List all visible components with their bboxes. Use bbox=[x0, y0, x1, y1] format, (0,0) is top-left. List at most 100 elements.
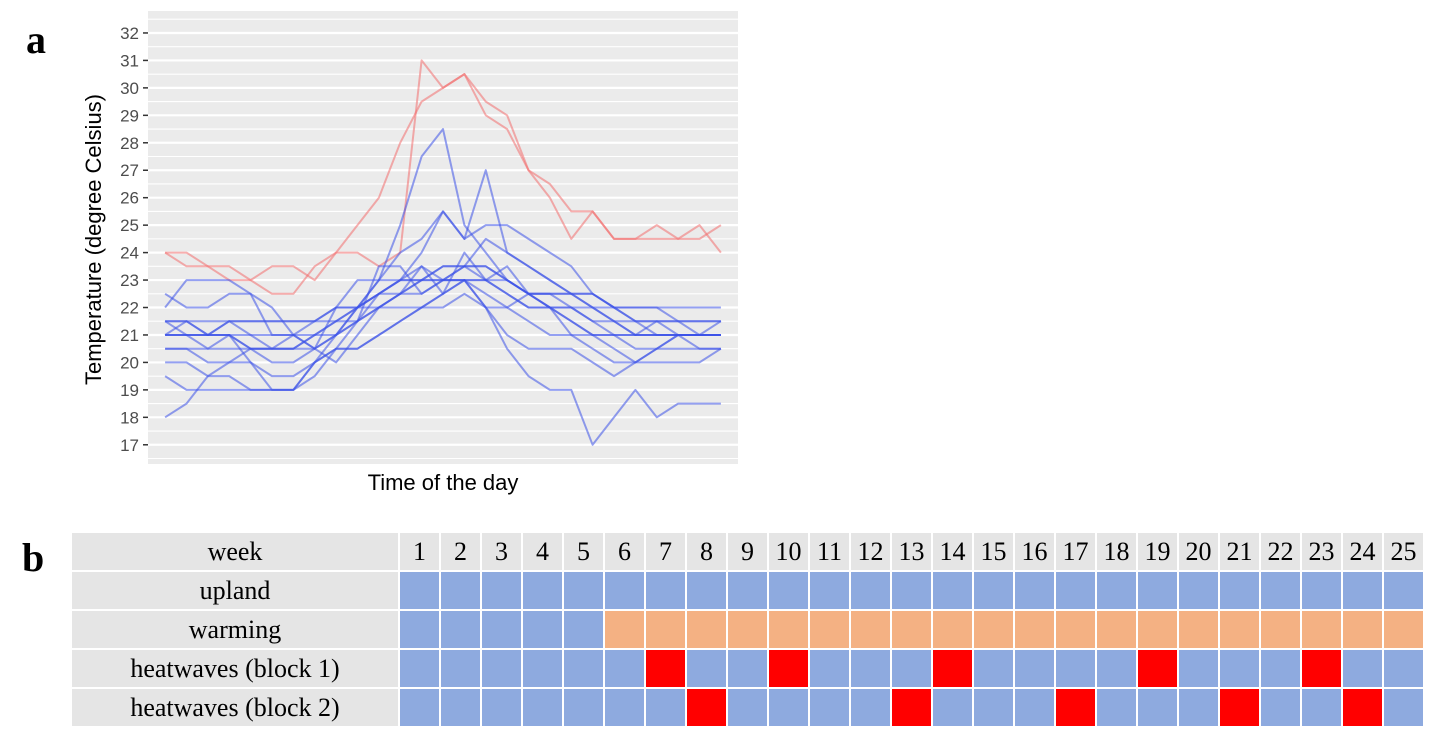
week-number: 16 bbox=[1015, 533, 1054, 570]
experiment-schedule-table: week 1 2 3 4 5 6 7 8 9 10 11 12 13 14 15 16 17 18 19 20 21 22 2… bbox=[70, 531, 1425, 728]
schedule-cell-base bbox=[1138, 689, 1177, 726]
schedule-cell-warming bbox=[1056, 611, 1095, 648]
week-number: 17 bbox=[1056, 533, 1095, 570]
schedule-cell-warming bbox=[1138, 611, 1177, 648]
schedule-cell-base bbox=[482, 650, 521, 687]
schedule-cell-warming bbox=[1220, 611, 1259, 648]
schedule-cell-base bbox=[441, 611, 480, 648]
schedule-cell-heatwave bbox=[646, 650, 685, 687]
schedule-cell-warming bbox=[1343, 611, 1382, 648]
panel-label-b: b bbox=[22, 535, 45, 580]
schedule-cell-base bbox=[892, 650, 931, 687]
week-number: 1 bbox=[400, 533, 439, 570]
schedule-cell-base bbox=[523, 689, 562, 726]
week-number: 13 bbox=[892, 533, 931, 570]
schedule-cell-base bbox=[1179, 572, 1218, 609]
y-tick-label: 32 bbox=[120, 24, 139, 43]
schedule-cell-warming bbox=[1015, 611, 1054, 648]
y-axis-title: Temperature (degree Celsius) bbox=[81, 94, 106, 385]
y-tick-label: 24 bbox=[120, 244, 139, 263]
schedule-cell-base bbox=[974, 650, 1013, 687]
schedule-cell-warming bbox=[974, 611, 1013, 648]
week-number: 23 bbox=[1302, 533, 1341, 570]
schedule-cell-base bbox=[1384, 572, 1423, 609]
schedule-cell-base bbox=[769, 689, 808, 726]
schedule-cell-base bbox=[1384, 650, 1423, 687]
schedule-cell-base bbox=[564, 650, 603, 687]
schedule-cell-base bbox=[441, 572, 480, 609]
schedule-cell-heatwave bbox=[687, 689, 726, 726]
schedule-cell-heatwave bbox=[1056, 689, 1095, 726]
series-line-16 bbox=[164, 279, 721, 419]
schedule-cell-base bbox=[1343, 572, 1382, 609]
week-number: 14 bbox=[933, 533, 972, 570]
schedule-cell-base bbox=[523, 611, 562, 648]
schedule-cell-base bbox=[1261, 572, 1300, 609]
y-tick-label: 17 bbox=[120, 436, 139, 455]
schedule-cell-base bbox=[1097, 689, 1136, 726]
schedule-cell-warming bbox=[605, 611, 644, 648]
week-number: 18 bbox=[1097, 533, 1136, 570]
schedule-cell-base bbox=[605, 689, 644, 726]
week-number: 6 bbox=[605, 533, 644, 570]
series-line-2 bbox=[164, 73, 722, 295]
schedule-cell-base bbox=[851, 689, 890, 726]
schedule-cell-warming bbox=[769, 611, 808, 648]
week-number: 21 bbox=[1220, 533, 1259, 570]
y-tick-label: 30 bbox=[120, 79, 139, 98]
schedule-cell-base bbox=[441, 689, 480, 726]
panel-label-a: a bbox=[26, 17, 46, 62]
x-axis-title: Time of the day bbox=[368, 470, 519, 495]
schedule-cell-warming bbox=[1097, 611, 1136, 648]
y-tick-label: 29 bbox=[120, 106, 139, 125]
schedule-cell-base bbox=[851, 572, 890, 609]
schedule-cell-base bbox=[400, 650, 439, 687]
week-number: 12 bbox=[851, 533, 890, 570]
schedule-cell-base bbox=[400, 689, 439, 726]
schedule-cell-warming bbox=[1302, 611, 1341, 648]
schedule-cell-base bbox=[728, 572, 767, 609]
schedule-cell-base bbox=[892, 572, 931, 609]
schedule-cell-warming bbox=[1384, 611, 1423, 648]
schedule-cell-warming bbox=[1261, 611, 1300, 648]
schedule-cell-base bbox=[1384, 689, 1423, 726]
schedule-cell-heatwave bbox=[1302, 650, 1341, 687]
schedule-cell-base bbox=[523, 572, 562, 609]
schedule-cell-warming bbox=[687, 611, 726, 648]
schedule-cell-base bbox=[441, 650, 480, 687]
schedule-cell-base bbox=[810, 572, 849, 609]
treatment-label: upland bbox=[72, 572, 398, 609]
schedule-cell-base bbox=[1261, 650, 1300, 687]
treatment-row: warming bbox=[72, 611, 1423, 648]
schedule-cell-base bbox=[1302, 572, 1341, 609]
schedule-cell-base bbox=[933, 572, 972, 609]
week-number: 8 bbox=[687, 533, 726, 570]
schedule-cell-base bbox=[687, 572, 726, 609]
schedule-cell-base bbox=[564, 572, 603, 609]
schedule-cell-base bbox=[974, 572, 1013, 609]
schedule-cell-base bbox=[1343, 650, 1382, 687]
schedule-cell-base bbox=[646, 689, 685, 726]
schedule-cell-heatwave bbox=[892, 689, 931, 726]
week-number: 20 bbox=[1179, 533, 1218, 570]
schedule-cell-base bbox=[605, 572, 644, 609]
week-number: 11 bbox=[810, 533, 849, 570]
schedule-cell-base bbox=[564, 611, 603, 648]
y-tick-label: 25 bbox=[120, 216, 139, 235]
week-number: 22 bbox=[1261, 533, 1300, 570]
y-tick-label: 19 bbox=[120, 381, 139, 400]
schedule-cell-base bbox=[482, 611, 521, 648]
schedule-cell-warming bbox=[646, 611, 685, 648]
schedule-cell-base bbox=[851, 650, 890, 687]
y-tick-label: 18 bbox=[120, 408, 139, 427]
treatment-label: heatwaves (block 2) bbox=[72, 689, 398, 726]
schedule-cell-base bbox=[810, 689, 849, 726]
schedule-cell-heatwave bbox=[1138, 650, 1177, 687]
y-tick-label: 26 bbox=[120, 189, 139, 208]
schedule-cell-warming bbox=[892, 611, 931, 648]
schedule-cell-base bbox=[974, 689, 1013, 726]
treatment-label: warming bbox=[72, 611, 398, 648]
schedule-cell-heatwave bbox=[1220, 689, 1259, 726]
schedule-cell-base bbox=[1179, 689, 1218, 726]
schedule-cell-warming bbox=[851, 611, 890, 648]
